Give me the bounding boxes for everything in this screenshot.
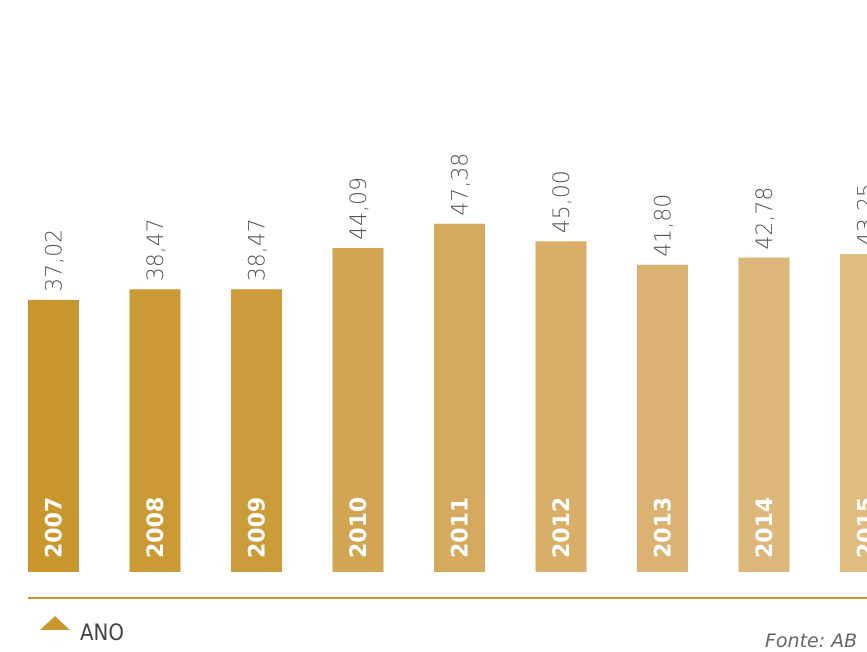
bar <box>129 289 181 572</box>
value-label: 41,80 <box>652 194 677 257</box>
source: Fonte: AB <box>765 630 857 652</box>
category-label: 2007 <box>43 497 68 558</box>
triangle-icon <box>40 616 70 630</box>
bar <box>637 264 688 572</box>
category-label: 2011 <box>449 497 474 558</box>
category-label: 2009 <box>246 497 271 558</box>
category-label: 2008 <box>144 497 169 558</box>
bar <box>738 257 790 572</box>
axis-label: ANO <box>80 621 124 646</box>
bar <box>840 254 867 573</box>
bar <box>231 289 282 572</box>
category-label: 2013 <box>652 497 677 558</box>
category-label: 2015 <box>855 497 867 558</box>
bar <box>28 299 79 572</box>
value-label: 44,09 <box>347 177 372 240</box>
category-label: 2012 <box>550 497 575 558</box>
category-label: 2014 <box>753 497 778 558</box>
bar <box>332 247 384 572</box>
value-label: 38,47 <box>246 218 271 281</box>
value-label: 45,00 <box>550 170 575 233</box>
category-label: 2010 <box>347 497 372 558</box>
value-label: 37,02 <box>43 229 68 292</box>
value-label: 42,78 <box>753 187 778 250</box>
value-label: 43,25 <box>855 183 867 246</box>
value-label: 38,47 <box>144 218 169 281</box>
bar <box>535 241 587 572</box>
bar <box>434 223 485 572</box>
value-label: 47,38 <box>449 153 474 216</box>
